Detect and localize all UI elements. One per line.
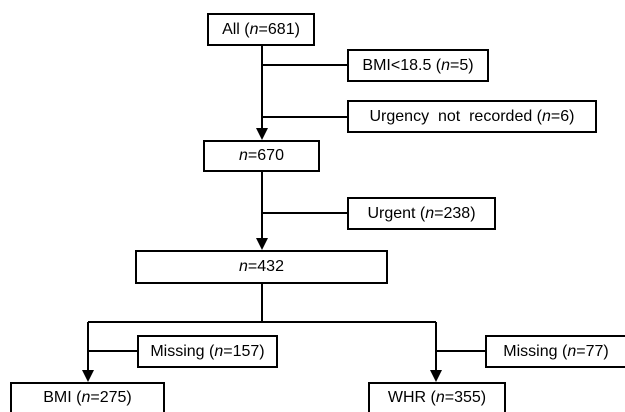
node-missing-whr: Missing (n =77) <box>485 335 625 368</box>
node-exclusion-urgency-count: =6) <box>550 107 575 125</box>
node-all: All (n =681) <box>207 13 315 46</box>
node-432: n =432 <box>135 250 388 284</box>
node-exclusion-urgent-var: n <box>425 204 435 222</box>
node-bmi: BMI (n =275) <box>10 382 165 412</box>
node-670-var: n <box>239 147 248 164</box>
node-missing-bmi-var: n <box>214 342 224 360</box>
node-432-var: n <box>239 258 248 275</box>
node-missing-whr-var: n <box>567 342 577 360</box>
node-exclusion-bmi-var: n <box>441 56 451 74</box>
node-missing-bmi-count: =157) <box>223 342 265 360</box>
node-exclusion-urgent: Urgent (n =238) <box>347 197 496 230</box>
node-missing-whr-label: Missing ( <box>503 342 568 360</box>
node-432-count: =432 <box>247 258 284 275</box>
node-whr-label: WHR ( <box>387 389 436 406</box>
node-missing-bmi-label: Missing ( <box>150 342 215 360</box>
node-exclusion-urgency-var: n <box>542 107 551 125</box>
node-exclusion-bmi: BMI<18.5 (n =5) <box>347 49 489 82</box>
node-missing-whr-count: =77) <box>576 342 609 360</box>
node-exclusion-bmi-count: =5) <box>450 56 474 74</box>
node-whr-var: n <box>435 389 445 406</box>
node-all-count: =681) <box>258 20 300 38</box>
node-670: n =670 <box>203 140 320 172</box>
node-bmi-var: n <box>81 389 91 406</box>
node-bmi-count: =275) <box>90 389 132 406</box>
node-all-var: n <box>249 20 259 38</box>
node-whr-count: =355) <box>444 389 487 406</box>
node-670-count: =670 <box>247 147 284 164</box>
node-exclusion-urgent-label: Urgent ( <box>367 204 426 222</box>
node-missing-bmi: Missing (n =157) <box>137 335 278 368</box>
node-exclusion-urgent-count: =238) <box>434 204 476 222</box>
node-bmi-label: BMI ( <box>43 389 82 406</box>
node-exclusion-urgency-label: Urgency not recorded ( <box>369 107 543 125</box>
node-exclusion-bmi-label: BMI<18.5 ( <box>362 56 442 74</box>
node-all-label: All ( <box>222 20 250 38</box>
node-exclusion-urgency: Urgency not recorded (n =6) <box>347 100 597 133</box>
node-whr: WHR (n =355) <box>368 382 506 412</box>
